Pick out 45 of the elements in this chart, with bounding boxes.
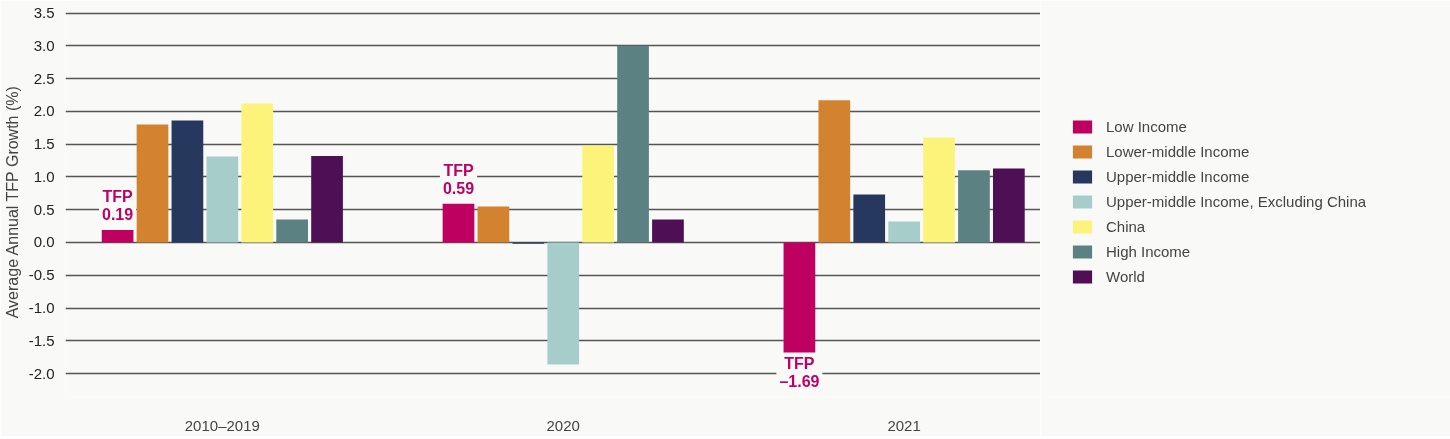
y-tick-label: 1.0 bbox=[33, 167, 55, 185]
y-tick-label: -1.0 bbox=[28, 299, 55, 317]
y-tick-label: 3.0 bbox=[33, 36, 55, 54]
bar bbox=[853, 194, 886, 243]
data-label: TFP 0.19 bbox=[102, 188, 134, 224]
y-axis-title: Average Annual TFP Growth (%) bbox=[3, 86, 21, 319]
bar bbox=[993, 168, 1025, 243]
bar bbox=[582, 145, 614, 243]
y-tick-label: 0.0 bbox=[33, 233, 55, 251]
bar bbox=[617, 45, 649, 243]
bar bbox=[818, 100, 851, 243]
y-tick-label: -0.5 bbox=[28, 266, 55, 284]
legend-label: China bbox=[1106, 217, 1146, 235]
bar bbox=[136, 124, 169, 243]
legend-label: Upper-middle Income, Excluding China bbox=[1106, 192, 1367, 210]
x-tick-label: 2021 bbox=[887, 416, 921, 434]
legend-label: Upper-middle Income bbox=[1106, 167, 1250, 185]
bar bbox=[888, 221, 920, 243]
legend-label: World bbox=[1106, 267, 1145, 285]
y-tick-label: 3.5 bbox=[33, 4, 55, 22]
y-tick-label: 2.5 bbox=[33, 69, 55, 87]
bar bbox=[276, 219, 308, 243]
x-tick-label: 2020 bbox=[546, 416, 580, 434]
legend-label: High Income bbox=[1106, 242, 1191, 260]
y-tick-label: 2.0 bbox=[33, 102, 55, 120]
bar bbox=[547, 242, 580, 365]
y-tick-label: -2.0 bbox=[28, 364, 55, 382]
x-tick-label: 2010–2019 bbox=[184, 416, 260, 434]
y-tick-label: 1.5 bbox=[33, 135, 55, 153]
bar bbox=[442, 203, 475, 243]
bar bbox=[477, 206, 510, 243]
y-tick-label: 0.5 bbox=[33, 200, 55, 218]
bar bbox=[206, 156, 239, 243]
bar bbox=[923, 137, 955, 243]
legend-label: Lower-middle Income bbox=[1106, 142, 1250, 160]
data-label: TFP 0.59 bbox=[442, 161, 475, 197]
bar bbox=[311, 155, 343, 243]
legend-label: Low Income bbox=[1106, 117, 1187, 135]
bar bbox=[101, 230, 134, 243]
data-label: TFP –1.69 bbox=[779, 355, 820, 391]
bar bbox=[171, 120, 204, 243]
bar bbox=[652, 219, 684, 243]
bar bbox=[241, 103, 274, 243]
y-tick-label: -1.5 bbox=[28, 331, 55, 349]
bar bbox=[958, 170, 990, 243]
